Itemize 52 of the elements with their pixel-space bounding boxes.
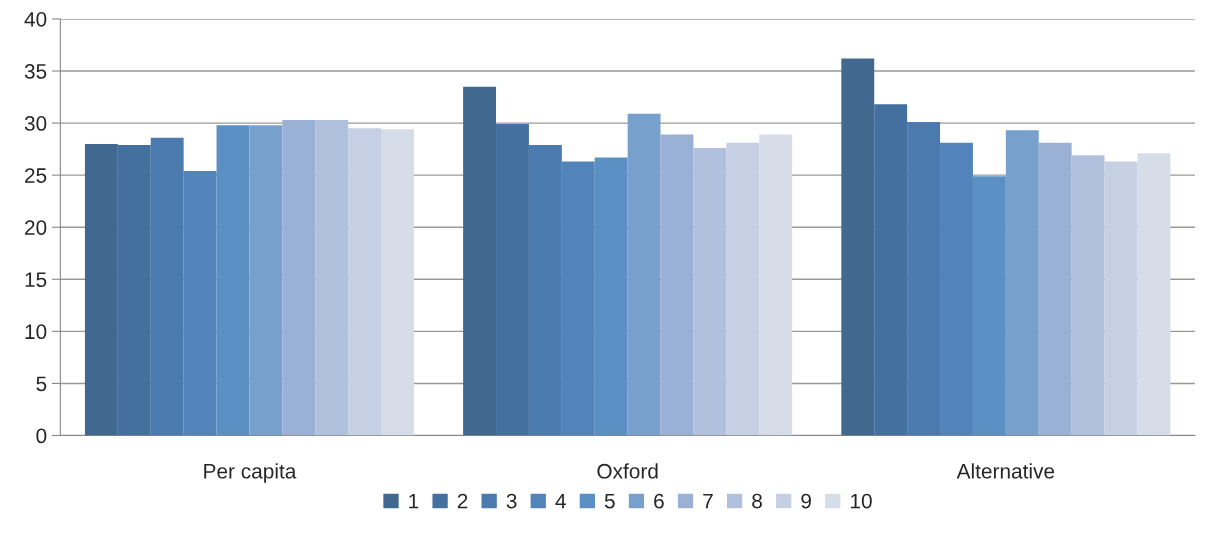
bar (150, 137, 184, 436)
bar (1038, 142, 1072, 436)
legend-label: 3 (506, 493, 517, 509)
legend-label: 10 (851, 493, 872, 509)
bar (627, 113, 661, 436)
legend-label: 9 (801, 493, 811, 509)
bar (216, 125, 250, 436)
legend-label: 2 (457, 493, 468, 509)
bar (315, 119, 349, 436)
bar (940, 142, 973, 436)
legend-label: 1 (409, 493, 419, 509)
bar (496, 124, 529, 436)
legend-label: 5 (604, 493, 615, 509)
bar (874, 104, 908, 436)
y-tick-label: 30 (24, 116, 47, 131)
bar (183, 170, 217, 436)
bar (1137, 153, 1171, 436)
bar (528, 144, 562, 436)
bar (693, 148, 727, 436)
bar (726, 142, 760, 436)
bar (907, 122, 941, 436)
bar (348, 128, 382, 436)
y-tick-label: 40 (24, 11, 47, 27)
y-tick-label: 5 (36, 376, 47, 392)
y-tick-label: 0 (36, 428, 47, 444)
x-tick-label: Alternative (956, 463, 1055, 479)
y-tick-label: 20 (25, 220, 47, 235)
bar (841, 58, 875, 436)
legend-label: 4 (555, 493, 566, 509)
bar (594, 157, 628, 436)
y-tick-label: 25 (25, 168, 47, 183)
bar (84, 143, 118, 436)
bar (972, 176, 1006, 436)
y-tick-label: 10 (25, 324, 47, 340)
bar (1104, 161, 1138, 436)
x-tick-label: Per capita (204, 463, 297, 483)
y-tick-label: 35 (24, 64, 47, 79)
bar (660, 134, 694, 436)
legend-label: 6 (654, 493, 664, 509)
legend-label: 8 (752, 493, 762, 509)
bar (759, 134, 793, 436)
bar (1005, 130, 1039, 436)
legend-label: 7 (703, 493, 713, 509)
x-tick-label: Oxford (597, 463, 658, 479)
bar (249, 125, 283, 436)
bar (381, 129, 414, 436)
bar (282, 119, 316, 436)
bar (561, 161, 595, 436)
bar (463, 86, 497, 436)
y-tick-label: 15 (25, 272, 47, 288)
bar (1071, 155, 1105, 436)
bar (117, 144, 151, 436)
